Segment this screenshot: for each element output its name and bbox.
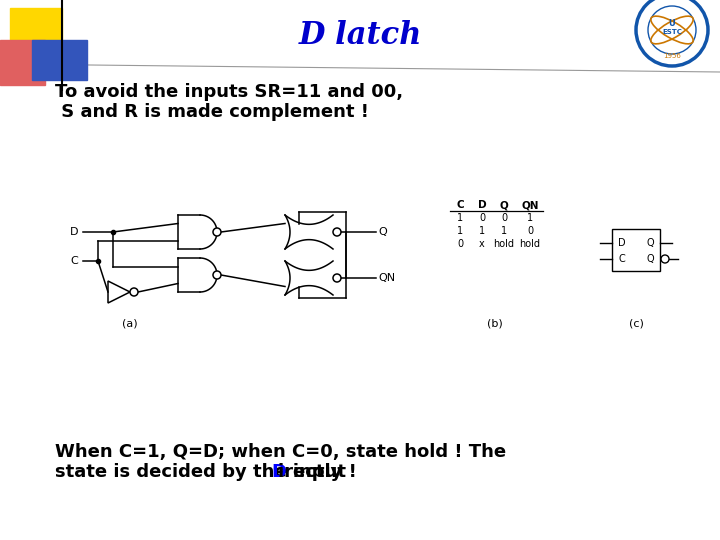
Text: 1: 1 [479,226,485,236]
Text: D latch: D latch [298,19,422,51]
Text: C: C [456,200,464,210]
Text: hold: hold [493,239,515,249]
Text: QN: QN [521,200,539,210]
Text: D: D [271,463,286,481]
Text: 1956: 1956 [663,53,681,59]
Text: 1: 1 [457,213,463,223]
Text: ESTC: ESTC [662,29,682,35]
Circle shape [661,255,669,263]
Text: hold: hold [520,239,541,249]
Text: state is decided by the input: state is decided by the input [55,463,352,481]
Text: D: D [477,200,486,210]
Text: Q: Q [646,254,654,264]
Text: D: D [618,238,626,248]
Text: C: C [618,254,626,264]
Bar [0,40,45,85]
Text: 1: 1 [501,226,507,236]
Text: x: x [479,239,485,249]
Circle shape [130,288,138,296]
Text: S and R is made complement !: S and R is made complement ! [55,103,369,121]
Text: Q: Q [378,227,387,237]
Text: Q: Q [646,238,654,248]
Text: Q: Q [500,200,508,210]
Text: 0: 0 [527,226,533,236]
Circle shape [213,271,221,279]
Text: 0: 0 [457,239,463,249]
Text: 1: 1 [457,226,463,236]
Text: D: D [70,227,78,237]
Circle shape [638,0,706,64]
Bar [32,40,87,80]
Text: When C=1, Q=D; when C=0, state hold ! The: When C=1, Q=D; when C=0, state hold ! Th… [55,443,506,461]
Text: U: U [669,19,675,29]
Text: C: C [71,256,78,266]
Text: (c): (c) [629,318,644,328]
Text: (a): (a) [122,318,138,328]
Bar [612,229,660,271]
Text: To avoid the inputs SR=11 and 00,: To avoid the inputs SR=11 and 00, [55,83,403,101]
Circle shape [333,228,341,236]
Text: irectly !: irectly ! [278,463,356,481]
Text: QN: QN [378,273,395,283]
Circle shape [333,274,341,282]
Text: 0: 0 [501,213,507,223]
Circle shape [213,228,221,236]
Text: 1: 1 [527,213,533,223]
Text: 0: 0 [479,213,485,223]
Text: (b): (b) [487,318,503,328]
Bar [10,8,62,60]
